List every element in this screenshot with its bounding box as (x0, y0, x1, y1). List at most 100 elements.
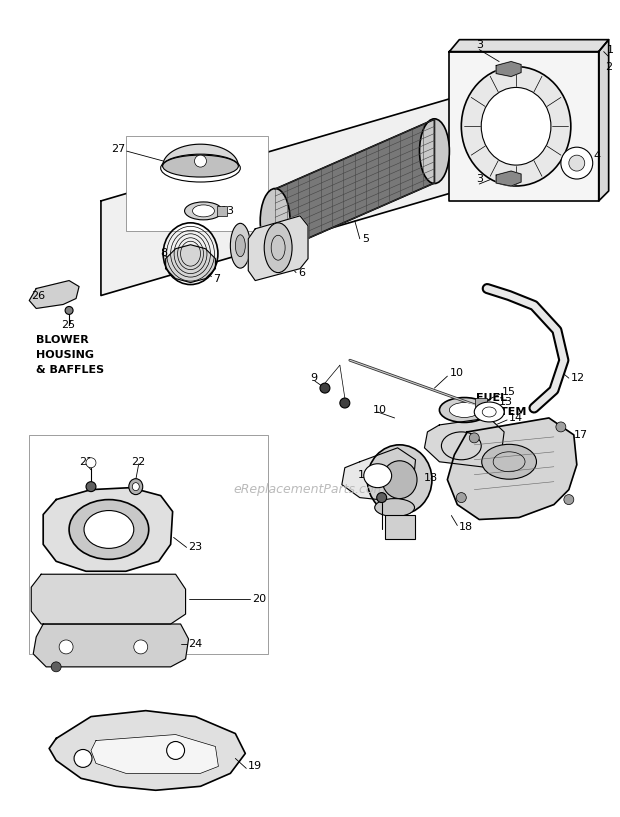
Polygon shape (49, 711, 246, 790)
Ellipse shape (482, 444, 536, 480)
Text: & BAFFLES: & BAFFLES (36, 365, 104, 375)
Polygon shape (448, 418, 577, 520)
Text: FUEL: FUEL (476, 393, 507, 403)
Polygon shape (29, 280, 79, 309)
Circle shape (167, 742, 185, 760)
Ellipse shape (84, 511, 134, 548)
Text: 4: 4 (594, 151, 601, 161)
Circle shape (86, 458, 96, 468)
Text: 23: 23 (188, 542, 203, 552)
Polygon shape (275, 119, 435, 252)
Text: 3: 3 (476, 174, 483, 184)
Circle shape (134, 640, 148, 654)
Text: 10: 10 (373, 405, 387, 415)
Text: 12: 12 (571, 373, 585, 383)
Polygon shape (450, 40, 609, 51)
Ellipse shape (132, 483, 140, 491)
Text: 10: 10 (450, 368, 463, 378)
Text: BLOWER: BLOWER (36, 335, 89, 346)
Text: 13: 13 (220, 206, 234, 216)
Text: 26: 26 (31, 291, 45, 301)
Text: 19: 19 (248, 761, 262, 771)
Ellipse shape (236, 234, 246, 257)
Polygon shape (33, 624, 188, 667)
Ellipse shape (450, 403, 479, 417)
Text: 9: 9 (310, 373, 317, 383)
Polygon shape (91, 734, 218, 774)
Circle shape (377, 493, 387, 502)
Polygon shape (31, 574, 185, 624)
Polygon shape (166, 245, 215, 283)
Circle shape (469, 433, 479, 443)
Text: 14: 14 (509, 413, 523, 423)
Text: 2: 2 (604, 61, 612, 72)
Text: SYSTEM: SYSTEM (476, 407, 526, 417)
Polygon shape (43, 488, 172, 571)
Text: 24: 24 (188, 639, 203, 649)
Text: HOUSING: HOUSING (36, 350, 94, 360)
Circle shape (456, 493, 466, 502)
Ellipse shape (481, 87, 551, 165)
Bar (218, 206, 228, 216)
Circle shape (564, 494, 574, 505)
Text: 18: 18 (423, 473, 438, 483)
Text: 15: 15 (502, 387, 516, 397)
Ellipse shape (461, 66, 571, 186)
Ellipse shape (231, 223, 250, 268)
Ellipse shape (374, 498, 415, 516)
Ellipse shape (129, 479, 143, 494)
Text: 5: 5 (361, 234, 369, 243)
Ellipse shape (474, 402, 504, 422)
Text: 21: 21 (79, 457, 93, 467)
Circle shape (65, 306, 73, 315)
Text: 6: 6 (298, 268, 305, 278)
Polygon shape (162, 145, 238, 166)
Text: 25: 25 (61, 320, 75, 330)
Text: 7: 7 (213, 274, 221, 283)
Circle shape (320, 383, 330, 393)
Text: 11: 11 (358, 470, 372, 480)
Polygon shape (248, 216, 308, 280)
Text: 20: 20 (252, 594, 267, 604)
Polygon shape (342, 448, 415, 502)
Ellipse shape (440, 398, 489, 422)
Text: 8: 8 (161, 248, 168, 257)
Circle shape (51, 662, 61, 672)
Circle shape (569, 155, 585, 171)
Text: 18: 18 (459, 522, 474, 533)
Ellipse shape (185, 202, 223, 220)
Circle shape (340, 398, 350, 408)
Polygon shape (599, 40, 609, 201)
Text: 3: 3 (476, 40, 483, 50)
Bar (384, 515, 415, 539)
Circle shape (561, 147, 593, 179)
Text: 13: 13 (499, 397, 513, 407)
Ellipse shape (193, 205, 215, 217)
Text: 22: 22 (131, 457, 145, 467)
Text: 27: 27 (111, 144, 125, 154)
Polygon shape (450, 51, 599, 201)
Ellipse shape (420, 118, 449, 184)
Text: 17: 17 (574, 430, 588, 440)
Circle shape (556, 422, 566, 432)
Ellipse shape (162, 155, 238, 177)
Bar (126, 136, 268, 230)
Bar (476, 398, 487, 410)
Bar (29, 435, 268, 654)
Ellipse shape (367, 444, 432, 515)
Text: eReplacementParts.com: eReplacementParts.com (234, 483, 386, 496)
Polygon shape (101, 61, 577, 296)
Circle shape (74, 749, 92, 767)
Ellipse shape (382, 461, 417, 498)
Circle shape (195, 155, 206, 167)
Circle shape (86, 482, 96, 492)
Text: 1: 1 (606, 45, 614, 55)
Polygon shape (425, 418, 504, 468)
Ellipse shape (264, 223, 292, 273)
Polygon shape (496, 171, 521, 186)
Polygon shape (496, 61, 521, 77)
Ellipse shape (364, 464, 392, 488)
Circle shape (59, 640, 73, 654)
Ellipse shape (260, 189, 290, 253)
Ellipse shape (69, 499, 149, 560)
